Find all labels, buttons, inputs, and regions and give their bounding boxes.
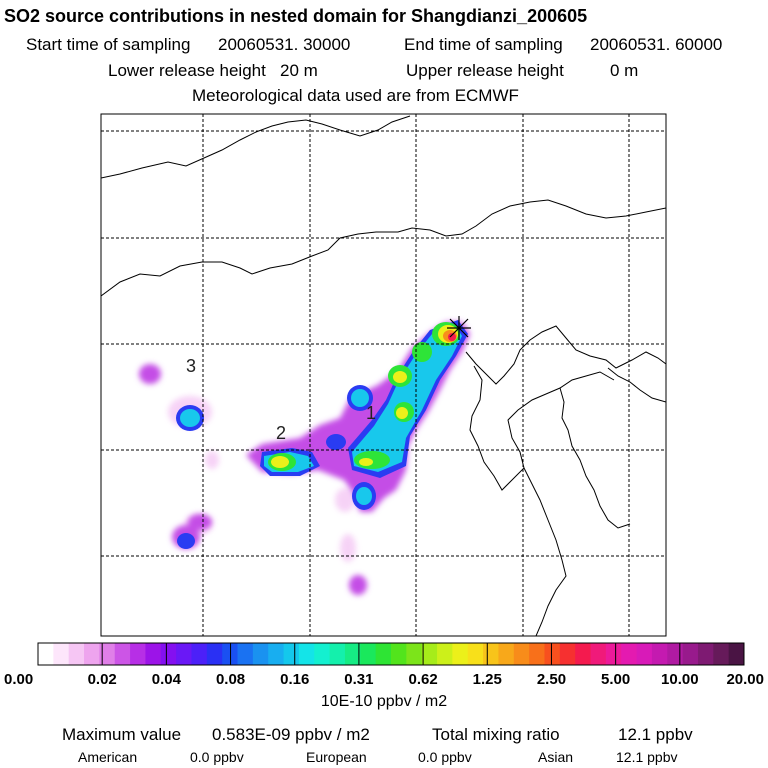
colorbar-units: 10E-10 ppbv / m2: [321, 693, 447, 710]
colorbar-swatch: [360, 643, 377, 665]
plume-layer: [139, 320, 470, 595]
colorbar-tick-label: 1.25: [473, 671, 502, 688]
upper-release-label: Upper release height: [406, 61, 564, 80]
colorbar-tick-label: 0.16: [280, 671, 309, 688]
colorbar-swatch: [160, 643, 177, 665]
colorbar-swatch: [145, 643, 162, 665]
colorbar: [38, 643, 745, 665]
colorbar-swatch: [283, 643, 300, 665]
start-time-value: 20060531. 30000: [218, 35, 351, 54]
boundary-lines: [101, 115, 666, 636]
asian-value: 12.1 ppbv: [616, 749, 678, 765]
star-cross-icon: [447, 316, 471, 340]
colorbar-tick-label: 0.00: [4, 671, 33, 688]
colorbar-swatch: [252, 643, 269, 665]
colorbar-swatch: [206, 643, 223, 665]
colorbar-tick-label: 20.00: [726, 671, 764, 688]
colorbar-swatch: [298, 643, 315, 665]
colorbar-tick-label: 2.50: [537, 671, 566, 688]
european-value: 0.0 ppbv: [418, 749, 472, 765]
colorbar-swatch: [329, 643, 346, 665]
colorbar-swatch: [513, 643, 530, 665]
colorbar-swatch: [114, 643, 131, 665]
colorbar-swatch: [483, 643, 499, 665]
total-mixing-value: 12.1 ppbv: [618, 725, 693, 744]
american-label: American: [78, 749, 138, 765]
colorbar-tick-label: 0.04: [152, 671, 182, 688]
colorbar-swatch: [713, 643, 730, 665]
end-time-value: 20060531. 60000: [590, 35, 723, 54]
colorbar-tick-label: 0.31: [344, 671, 373, 688]
colorbar-swatch: [406, 643, 423, 665]
asian-label: Asian: [538, 749, 574, 765]
colorbar-swatch: [728, 643, 745, 665]
colorbar-swatch: [268, 643, 285, 665]
colorbar-swatch: [529, 643, 545, 665]
plot-title: SO2 source contributions in nested domai…: [4, 6, 588, 26]
colorbar-tick-label: 0.02: [88, 671, 117, 688]
european-label: European: [306, 749, 367, 765]
colorbar-swatch: [191, 643, 208, 665]
max-value-label: Maximum value: [62, 725, 182, 744]
colorbar-tick-label: 0.62: [408, 671, 437, 688]
colorbar-labels: 0.00 0.02 0.04 0.08 0.16 0.31 0.62 1.25 …: [4, 671, 764, 688]
colorbar-swatch: [68, 643, 85, 665]
colorbar-swatch: [667, 643, 684, 665]
colorbar-tick-label: 0.08: [216, 671, 245, 688]
colorbar-swatch: [498, 643, 515, 665]
colorbar-swatch: [99, 643, 116, 665]
colorbar-swatch: [38, 643, 54, 665]
colorbar-swatch: [636, 643, 653, 665]
graticule: [101, 114, 666, 636]
region-label-1: 1: [366, 403, 376, 423]
colorbar-swatch: [84, 643, 100, 665]
lower-release-value: 20 m: [280, 61, 318, 80]
colorbar-swatch: [344, 643, 361, 665]
american-value: 0.0 ppbv: [190, 749, 244, 765]
lower-release-label: Lower release height: [108, 61, 266, 80]
max-value: 0.583E-09 ppbv / m2: [212, 725, 370, 744]
upper-release-value: 0 m: [610, 61, 639, 80]
colorbar-swatch: [421, 643, 438, 665]
colorbar-swatch: [391, 643, 407, 665]
region-label-2: 2: [276, 423, 286, 443]
colorbar-swatch: [621, 643, 638, 665]
colorbar-swatch: [590, 643, 607, 665]
colorbar-swatch: [697, 643, 714, 665]
colorbar-swatch: [682, 643, 699, 665]
colorbar-swatch: [544, 643, 561, 665]
met-data-line: Meteorological data used are from ECMWF: [192, 86, 519, 105]
colorbar-swatch: [651, 643, 668, 665]
region-label-3: 3: [186, 356, 196, 376]
colorbar-swatch: [559, 643, 576, 665]
colorbar-swatch: [130, 643, 146, 665]
colorbar-swatch: [176, 643, 192, 665]
colorbar-swatch: [237, 643, 254, 665]
map-frame: [100, 113, 667, 637]
colorbar-tick-label: 5.00: [601, 671, 630, 688]
colorbar-tick-label: 10.00: [661, 671, 699, 688]
colorbar-ticks: [101, 643, 681, 665]
start-time-label: Start time of sampling: [26, 35, 191, 54]
colorbar-swatch: [437, 643, 453, 665]
end-time-label: End time of sampling: [404, 35, 563, 54]
colorbar-swatch: [314, 643, 331, 665]
colorbar-frame: [37, 642, 745, 666]
colorbar-swatch: [53, 643, 70, 665]
colorbar-swatch: [375, 643, 392, 665]
colorbar-swatch: [575, 643, 592, 665]
colorbar-swatch: [605, 643, 622, 665]
colorbar-swatch: [452, 643, 469, 665]
colorbar-swatch: [467, 643, 484, 665]
total-mixing-label: Total mixing ratio: [432, 725, 560, 744]
